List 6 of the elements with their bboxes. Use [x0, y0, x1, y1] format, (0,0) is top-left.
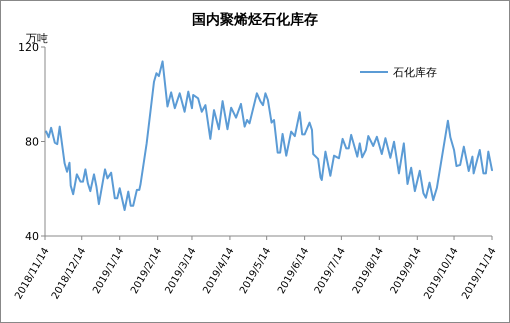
line-series — [45, 60, 493, 212]
legend-label: 石化库存 — [393, 66, 437, 79]
y-tick-label: 40 — [25, 230, 39, 243]
chart-title: 国内聚烯烃石化库存 — [192, 11, 318, 28]
y-tick-label: 120 — [18, 41, 39, 54]
y-tick-label: 80 — [25, 136, 39, 148]
